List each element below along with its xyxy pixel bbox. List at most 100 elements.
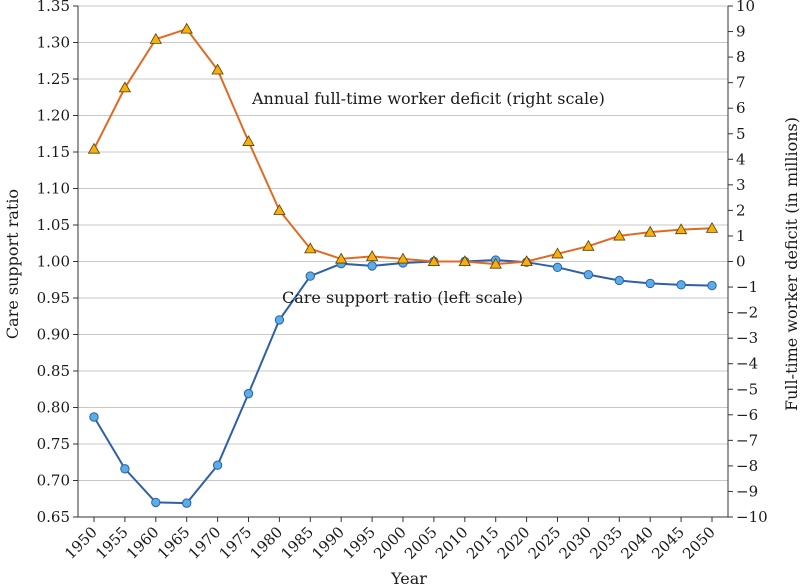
- data-point-circle: [274, 315, 285, 325]
- data-point-circle: [243, 388, 254, 399]
- x-tick-label: 1970: [185, 523, 225, 563]
- right-tick-label: 3: [736, 176, 746, 194]
- right-tick-label: 9: [736, 23, 746, 41]
- right-tick-label: 10: [736, 0, 755, 15]
- left-tick-label: 1.10: [37, 180, 70, 198]
- x-tick-label: 2035: [586, 523, 626, 563]
- left-tick-label: 0.75: [37, 435, 70, 453]
- x-tick-label: 1965: [154, 523, 194, 563]
- left-tick-label: 1.35: [37, 0, 70, 15]
- left-axis-title: Care support ratio: [3, 189, 22, 339]
- left-tick-label: 1.15: [37, 143, 70, 161]
- data-point-triangle: [273, 204, 286, 215]
- data-point-circle: [182, 498, 192, 508]
- x-tick-label: 2000: [370, 523, 410, 563]
- right-tick-label: −10: [736, 508, 768, 526]
- right-tick-label: 1: [736, 227, 746, 245]
- data-point-triangle: [705, 221, 719, 233]
- data-point-circle: [151, 497, 161, 508]
- x-tick-label: 2045: [648, 523, 688, 563]
- data-point-circle: [120, 464, 130, 474]
- right-tick-label: −3: [736, 329, 758, 347]
- right-tick-label: −5: [736, 380, 758, 398]
- data-point-circle: [367, 261, 377, 271]
- x-tick-label: 1990: [308, 523, 348, 563]
- data-point-triangle: [87, 142, 101, 154]
- right-tick-label: 5: [736, 125, 746, 143]
- gridlines: [78, 5, 728, 518]
- x-axis-title: Year: [390, 569, 427, 588]
- data-point-triangle: [644, 225, 657, 237]
- data-point-triangle: [674, 223, 688, 235]
- x-tick-label: 2050: [679, 523, 719, 563]
- series-line: [93, 27, 713, 266]
- right-tick-label: 6: [736, 99, 746, 117]
- left-axis-ticks: 0.65 0.70 0.75 0.80 0.85 0.90 0.95 1.00 1.05 1.10…: [37, 0, 78, 526]
- data-point-triangle: [335, 252, 348, 264]
- left-tick-label: 1.30: [37, 34, 70, 52]
- x-tick-label: 2040: [617, 523, 657, 563]
- x-axis-ticks: 1950195519601965197019751980198519901995…: [61, 517, 719, 563]
- left-tick-label: 1.05: [37, 216, 70, 234]
- x-tick-label: 1955: [92, 523, 132, 563]
- data-point-triangle: [427, 255, 441, 267]
- data-point-circle: [305, 271, 315, 281]
- left-tick-label: 1.20: [37, 107, 70, 125]
- data-point-circle: [676, 280, 686, 290]
- left-tick-label: 0.70: [37, 472, 70, 490]
- left-tick-label: 0.65: [37, 508, 70, 526]
- series-worker-deficit: [87, 22, 719, 269]
- right-tick-label: 4: [736, 150, 746, 168]
- left-tick-label: 0.95: [37, 289, 70, 307]
- data-point-circle: [614, 275, 624, 286]
- x-tick-label: 1950: [61, 523, 101, 563]
- right-tick-label: −8: [736, 457, 758, 475]
- data-point-triangle: [396, 252, 410, 264]
- right-axis-title: Full-time worker deficit (in millions): [782, 117, 801, 411]
- x-tick-label: 1975: [216, 523, 256, 563]
- x-tick-label: 2015: [463, 523, 503, 563]
- right-tick-label: 8: [736, 48, 746, 66]
- data-point-triangle: [613, 229, 626, 241]
- right-tick-label: −6: [736, 406, 758, 424]
- data-point-triangle: [582, 239, 595, 251]
- right-tick-label: −1: [736, 278, 758, 296]
- data-point-triangle: [118, 81, 132, 93]
- data-point-circle: [645, 278, 655, 289]
- data-point-triangle: [304, 242, 317, 254]
- data-point-triangle: [180, 22, 193, 34]
- data-point-triangle: [365, 250, 379, 261]
- right-tick-label: 0: [736, 253, 746, 271]
- series: [87, 22, 719, 508]
- data-point-triangle: [551, 247, 564, 259]
- x-tick-label: 2020: [494, 523, 534, 563]
- x-tick-label: 1980: [246, 523, 286, 563]
- right-tick-label: 2: [736, 201, 746, 219]
- right-tick-label: −7: [736, 431, 758, 449]
- x-tick-label: 1995: [339, 523, 379, 563]
- left-tick-label: 0.80: [37, 399, 70, 417]
- data-point-circle: [707, 280, 717, 291]
- x-tick-label: 2025: [525, 523, 565, 563]
- data-point-triangle: [242, 135, 255, 146]
- right-tick-label: −2: [736, 304, 758, 322]
- left-tick-label: 1.25: [37, 70, 70, 88]
- data-point-triangle: [458, 255, 471, 267]
- right-tick-label: −9: [736, 482, 758, 500]
- data-point-circle: [552, 262, 563, 273]
- ratio-series-annotation: Care support ratio (left scale): [282, 288, 523, 307]
- x-tick-label: 2005: [401, 523, 441, 563]
- x-tick-label: 1985: [277, 523, 317, 563]
- x-tick-label: 1960: [123, 523, 163, 563]
- right-tick-label: 7: [736, 74, 746, 92]
- x-tick-label: 2030: [555, 523, 595, 563]
- left-tick-label: 1.00: [37, 253, 70, 271]
- right-tick-label: −4: [736, 355, 758, 373]
- left-tick-label: 0.85: [37, 362, 70, 380]
- data-point-triangle: [211, 63, 224, 75]
- data-point-circle: [583, 269, 594, 280]
- deficit-series-annotation: Annual full-time worker deficit (right s…: [251, 89, 605, 108]
- left-tick-label: 0.90: [37, 326, 70, 344]
- data-point-triangle: [489, 257, 502, 269]
